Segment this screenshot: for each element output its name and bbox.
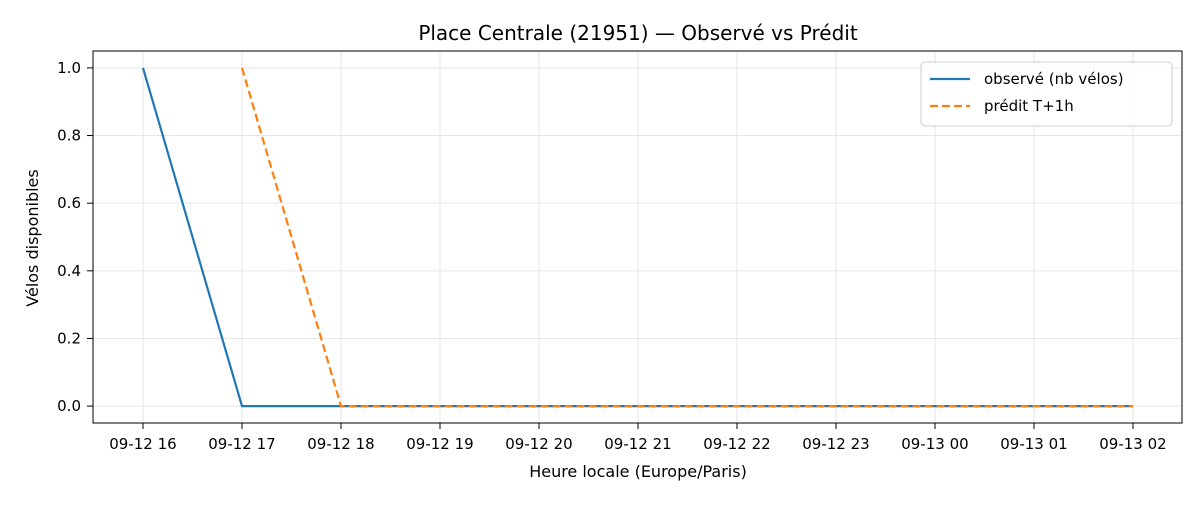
x-tick-label: 09-12 22 bbox=[703, 435, 770, 453]
x-tick-label: 09-12 16 bbox=[109, 435, 176, 453]
plot-frame bbox=[92, 50, 1183, 424]
x-tick-label: 09-12 21 bbox=[604, 435, 671, 453]
legend-box bbox=[920, 61, 1173, 127]
y-tick-label: 0.6 bbox=[57, 194, 81, 212]
y-tick-label: 1.0 bbox=[57, 59, 81, 77]
x-tick-label: 09-12 18 bbox=[307, 435, 374, 453]
x-tick-label: 09-13 02 bbox=[1099, 435, 1166, 453]
legend-label: prédit T+1h bbox=[984, 97, 1074, 115]
x-tick-label: 09-13 01 bbox=[1000, 435, 1067, 453]
x-tick-label: 09-13 00 bbox=[901, 435, 968, 453]
legend-label: observé (nb vélos) bbox=[984, 70, 1124, 88]
chart-title: Place Centrale (21951) — Observé vs Préd… bbox=[418, 21, 858, 45]
y-axis-label: Vélos disponibles bbox=[23, 169, 42, 306]
x-tick-label: 09-12 17 bbox=[208, 435, 275, 453]
y-tick-label: 0.4 bbox=[57, 262, 81, 280]
x-tick-label: 09-12 19 bbox=[406, 435, 473, 453]
y-tick-label: 0.0 bbox=[57, 397, 81, 415]
x-tick-label: 09-12 20 bbox=[505, 435, 572, 453]
x-tick-label: 09-12 23 bbox=[802, 435, 869, 453]
y-tick-label: 0.2 bbox=[57, 329, 81, 347]
series-line-predicted bbox=[240, 67, 1133, 408]
y-tick-label: 0.8 bbox=[57, 127, 81, 145]
x-axis-label: Heure locale (Europe/Paris) bbox=[529, 462, 747, 481]
